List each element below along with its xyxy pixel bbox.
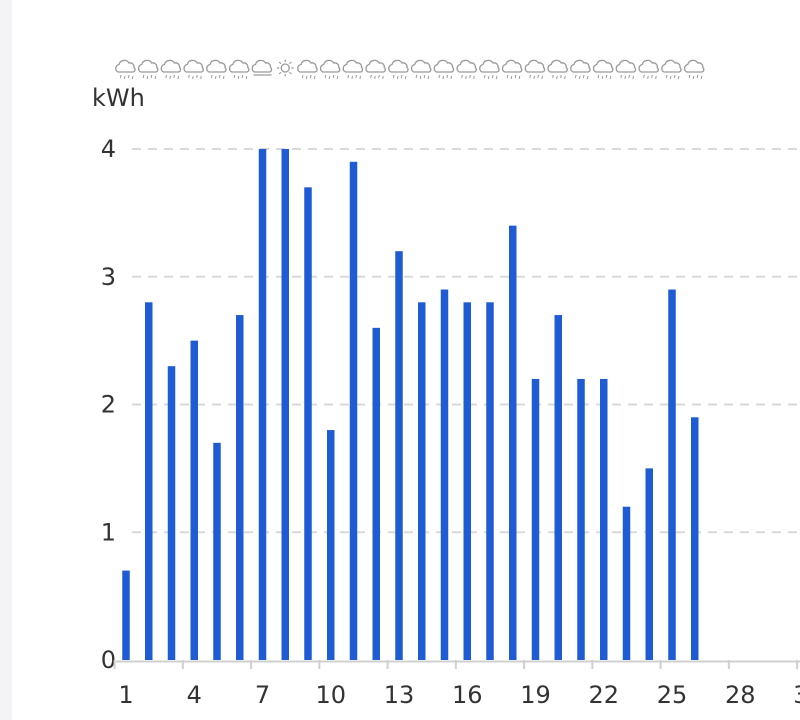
bar-day-24 — [645, 468, 653, 660]
x-tick-label: 22 — [588, 681, 619, 709]
sun-icon — [276, 59, 294, 77]
x-tick-label: 10 — [315, 681, 346, 709]
rain-cloud-icon — [547, 59, 568, 80]
rain-cloud-icon — [524, 59, 546, 80]
rain-cloud-icon — [479, 59, 500, 80]
rain-cloud-icon — [410, 59, 432, 80]
rain-cloud-icon — [615, 59, 637, 80]
bar-day-15 — [440, 289, 449, 660]
x-tick-label: 4 — [187, 681, 202, 709]
bar-day-20 — [554, 315, 562, 660]
rain-cloud-icon — [683, 59, 705, 80]
bar-day-10 — [327, 430, 335, 660]
x-tick-label: 25 — [657, 681, 688, 709]
bar-day-11 — [349, 161, 358, 660]
x-axis: 1 4 7 10 13 16 19 22 25 28 31 — [113, 660, 800, 709]
rain-cloud-icon — [183, 59, 204, 80]
bar-day-21 — [577, 378, 585, 660]
rain-cloud-icon — [501, 59, 523, 80]
rain-cloud-icon — [433, 59, 455, 80]
bar-day-23 — [622, 506, 631, 660]
rain-cloud-icon — [160, 59, 182, 80]
x-tick-label: 16 — [452, 681, 483, 709]
rain-cloud-icon — [638, 59, 659, 80]
rain-cloud-icon — [297, 59, 318, 80]
bar-day-4 — [190, 340, 198, 660]
bar-day-19 — [531, 378, 540, 660]
bar-day-5 — [213, 442, 221, 660]
bar-day-3 — [167, 366, 176, 660]
bar-day-22 — [600, 378, 608, 660]
bar-day-8 — [281, 149, 289, 660]
x-tick-label: 31 — [793, 681, 800, 709]
y-tick-label: 1 — [101, 518, 116, 546]
weather-icon-row — [115, 59, 705, 80]
rain-cloud-icon — [206, 59, 227, 80]
bar-day-1 — [122, 570, 130, 660]
bar-day-16 — [463, 302, 471, 660]
bar-day-9 — [304, 187, 312, 660]
y-tick-label: 4 — [101, 135, 116, 163]
bar-day-26 — [691, 417, 699, 660]
x-tick-label: 19 — [520, 681, 551, 709]
x-tick-label: 1 — [118, 681, 133, 709]
rain-cloud-icon — [365, 59, 386, 80]
cloud-icon — [251, 59, 273, 76]
rain-cloud-icon — [319, 59, 341, 80]
bar-day-2 — [145, 302, 153, 660]
y-axis-unit-label: kWh — [92, 84, 145, 112]
rain-cloud-icon — [661, 59, 682, 80]
rain-cloud-icon — [388, 59, 409, 80]
bar-day-6 — [236, 315, 244, 660]
rain-cloud-icon — [228, 59, 250, 80]
rain-cloud-icon — [592, 59, 614, 80]
x-tick-label: 7 — [255, 681, 270, 709]
x-tick-label: 28 — [725, 681, 756, 709]
rain-cloud-icon — [570, 59, 591, 80]
bar-day-17 — [486, 302, 494, 660]
bar-day-18 — [509, 225, 517, 660]
y-tick-label: 2 — [101, 391, 116, 419]
rain-cloud-icon — [115, 59, 136, 80]
bar-day-14 — [418, 302, 426, 660]
bars — [122, 149, 699, 660]
y-tick-label: 0 — [101, 646, 116, 674]
rain-cloud-icon — [137, 59, 159, 80]
bar-day-13 — [395, 251, 403, 660]
y-axis-ticks: 0 1 2 3 4 — [101, 135, 116, 674]
x-tick-label: 13 — [384, 681, 415, 709]
bar-day-7 — [258, 149, 267, 660]
y-tick-label: 3 — [101, 263, 116, 291]
bar-day-12 — [372, 327, 380, 660]
bar-day-25 — [668, 289, 676, 660]
rain-cloud-icon — [342, 59, 364, 80]
rain-cloud-icon — [456, 59, 477, 80]
